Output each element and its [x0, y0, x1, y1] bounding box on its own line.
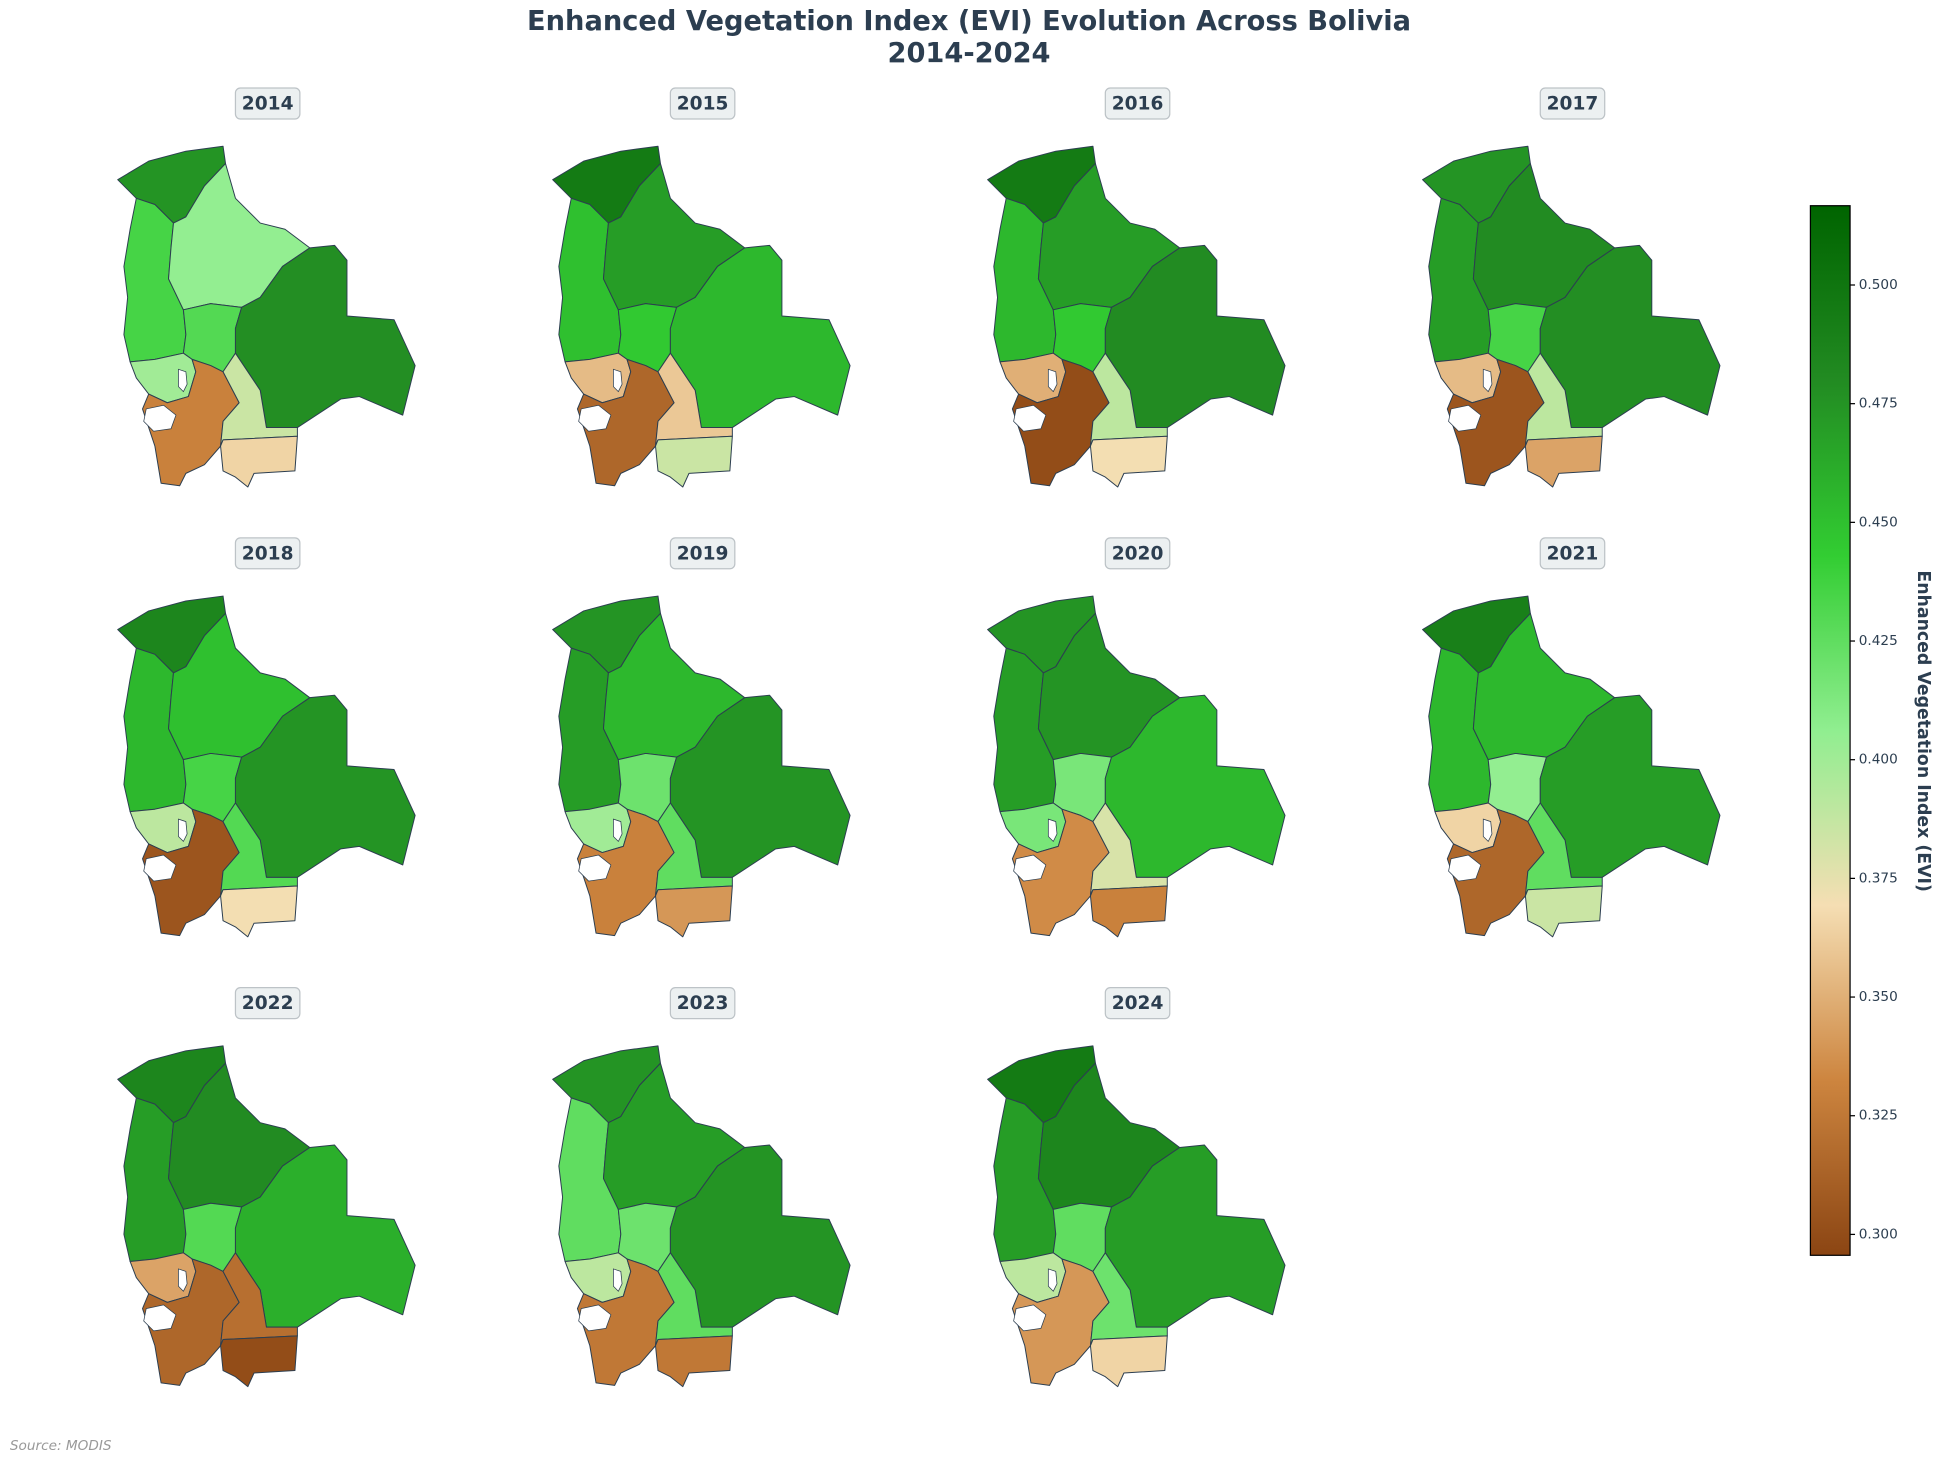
region — [669, 694, 851, 878]
region — [1104, 1144, 1286, 1328]
region — [655, 885, 733, 938]
year-label: 2020 — [1112, 543, 1164, 564]
region — [220, 435, 298, 488]
year-badge — [1104, 537, 1171, 570]
lake — [1482, 368, 1493, 393]
region — [655, 1335, 733, 1388]
year-label: 2018 — [242, 543, 294, 564]
map-panel: 2018 — [117, 537, 416, 938]
lake — [143, 404, 177, 432]
region — [669, 244, 851, 429]
lake — [1448, 854, 1482, 882]
colorbar-tick-label: 0.400 — [1859, 752, 1898, 768]
lake — [1047, 818, 1058, 843]
colorbar — [1809, 205, 1851, 1256]
year-label: 2019 — [677, 543, 729, 564]
year-label: 2023 — [677, 993, 729, 1014]
colorbar-tick-label: 0.425 — [1859, 633, 1898, 649]
region — [655, 435, 733, 488]
map-panel: 2021 — [1422, 537, 1721, 938]
lake — [613, 1268, 623, 1292]
lake — [1448, 404, 1482, 432]
colorbar-tick-label: 0.375 — [1859, 870, 1898, 886]
year-label: 2021 — [1547, 543, 1599, 564]
subtitle: 2014-2024 — [888, 38, 1051, 69]
lake — [578, 404, 612, 432]
map-panel: 2024 — [987, 987, 1286, 1388]
map-panel: 2023 — [552, 987, 851, 1388]
region — [1104, 244, 1286, 429]
region — [220, 1335, 298, 1388]
year-label: 2017 — [1547, 94, 1599, 115]
lake — [1013, 404, 1047, 432]
region — [1089, 885, 1168, 938]
year-badge — [1539, 537, 1606, 570]
lake — [1013, 1304, 1047, 1332]
year-badge — [1104, 87, 1171, 120]
region — [1524, 435, 1603, 488]
colorbar-tick-label: 0.325 — [1859, 1108, 1898, 1124]
colorbar-label: Enhanced Vegetation Index (EVI) — [1913, 570, 1933, 892]
source: Source: MODIS — [10, 1438, 112, 1454]
map-panel: 2016 — [987, 87, 1286, 488]
year-badge — [669, 87, 736, 120]
lake — [178, 1268, 188, 1292]
lake — [578, 1304, 612, 1332]
lake — [613, 818, 623, 843]
map-panel: 2015 — [552, 87, 851, 488]
year-label: 2016 — [1112, 94, 1164, 115]
year-badge — [234, 537, 301, 570]
year-badge — [669, 537, 736, 570]
year-badge — [1539, 87, 1606, 120]
year-badge — [234, 87, 301, 120]
colorbar-tick-label: 0.450 — [1859, 514, 1898, 530]
lake — [1047, 368, 1058, 393]
region — [234, 1144, 416, 1328]
colorbar-tick-label: 0.475 — [1859, 396, 1898, 412]
lake — [143, 854, 177, 882]
year-badge — [669, 987, 736, 1020]
region — [234, 694, 416, 878]
region — [1539, 244, 1721, 429]
lake — [143, 1304, 177, 1332]
lake — [613, 368, 623, 393]
map-panel: 2014 — [117, 87, 416, 488]
region — [1104, 694, 1286, 878]
year-label: 2014 — [242, 94, 294, 115]
lake — [1482, 818, 1493, 843]
region — [669, 1144, 851, 1328]
region — [1089, 435, 1168, 488]
lake — [1013, 854, 1047, 882]
title: Enhanced Vegetation Index (EVI) Evolutio… — [527, 6, 1411, 37]
lake — [178, 368, 188, 393]
colorbar-tick-label: 0.300 — [1859, 1226, 1898, 1242]
map-panel: 2017 — [1422, 87, 1721, 488]
colorbar-tick-label: 0.500 — [1859, 277, 1898, 293]
lake — [1047, 1268, 1058, 1292]
year-label: 2022 — [242, 993, 294, 1014]
year-badge — [234, 987, 301, 1020]
region — [234, 244, 416, 429]
year-badge — [1104, 987, 1171, 1020]
map-panel: 2020 — [987, 537, 1286, 938]
map-panel: 2022 — [117, 987, 416, 1388]
year-label: 2015 — [677, 94, 729, 115]
region — [1539, 694, 1721, 878]
lake — [178, 818, 188, 843]
map-panel: 2019 — [552, 537, 851, 938]
region — [220, 885, 298, 938]
year-label: 2024 — [1112, 993, 1164, 1014]
region — [1089, 1335, 1168, 1388]
colorbar-tick-label: 0.350 — [1859, 989, 1898, 1005]
lake — [578, 854, 612, 882]
region — [1524, 885, 1603, 938]
